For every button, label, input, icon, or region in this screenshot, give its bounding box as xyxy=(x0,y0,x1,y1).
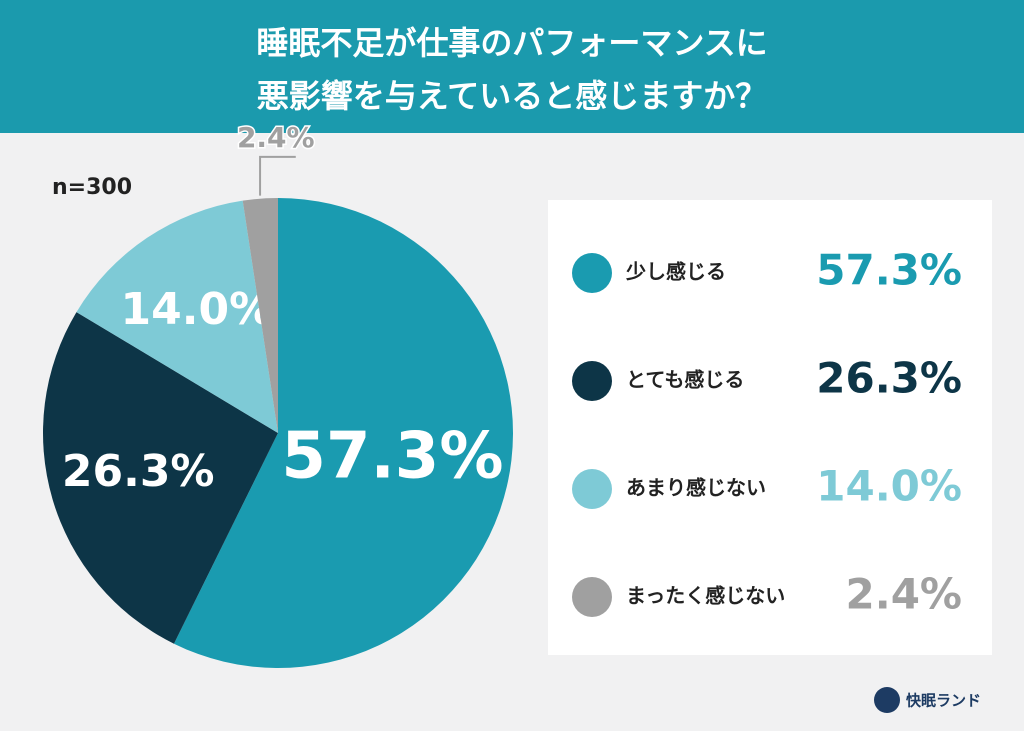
legend-marker xyxy=(572,577,612,617)
chart-title: 睡眠不足が仕事のパフォーマンスに xyxy=(256,24,767,62)
legend-label: あまり感じない xyxy=(626,476,766,500)
pie-label: 26.3% xyxy=(62,446,215,497)
legend-box xyxy=(548,200,992,655)
legend-label: まったく感じない xyxy=(626,584,785,608)
pie-slice xyxy=(173,198,513,668)
sample-size: n=300 xyxy=(52,175,132,200)
pie-slice xyxy=(76,200,279,433)
legend-value: 57.3% xyxy=(816,246,962,295)
title-bar xyxy=(0,0,1024,133)
legend-label: 少し感じる xyxy=(625,260,726,284)
pie-label: 57.3% xyxy=(281,419,503,493)
legend-marker xyxy=(572,361,612,401)
pie-slice xyxy=(42,312,278,644)
source: 快眠ランド xyxy=(906,692,981,710)
legend-marker xyxy=(572,469,612,509)
pie-label: 14.0% xyxy=(121,284,274,335)
pie-slice xyxy=(242,198,278,433)
pie-label: 2.4% xyxy=(237,121,315,154)
leader-line xyxy=(259,155,296,196)
legend-value: 2.4% xyxy=(846,570,962,619)
chart-title: 悪影響を与えていると感じますか？ xyxy=(257,77,767,115)
legend-value: 26.3% xyxy=(816,354,962,403)
legend-label: とても感じる xyxy=(626,368,744,392)
logo-icon xyxy=(874,687,900,713)
legend-value: 14.0% xyxy=(816,462,962,511)
legend-marker xyxy=(572,253,612,293)
